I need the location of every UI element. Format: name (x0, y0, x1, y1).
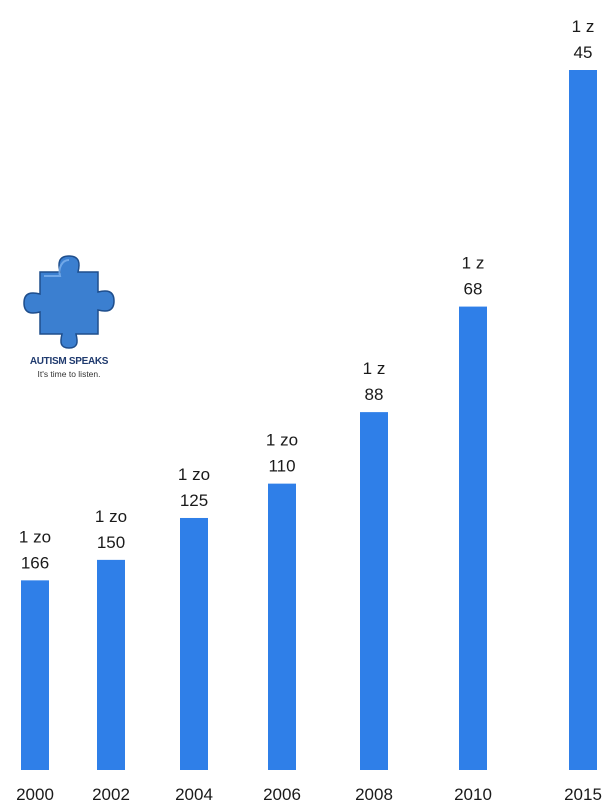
data-label-value: 125 (180, 491, 208, 510)
bar-2000 (21, 580, 49, 770)
data-label-ratio: 1 z (363, 359, 386, 378)
data-label-ratio: 1 zo (95, 507, 127, 526)
x-tick-label: 2000 (16, 785, 54, 804)
bar-2015 (569, 70, 597, 770)
x-tick-label: 2006 (263, 785, 301, 804)
data-label-ratio: 1 z (462, 254, 485, 273)
data-label-value: 150 (97, 533, 125, 552)
data-label-value: 166 (21, 553, 49, 572)
x-tick-label: 2015 (564, 785, 602, 804)
data-label-value: 68 (464, 280, 483, 299)
bar-2010 (459, 306, 487, 770)
x-tick-label: 2008 (355, 785, 393, 804)
bar-2002 (97, 559, 125, 770)
puzzle-piece-icon (23, 255, 115, 349)
x-tick-label: 2010 (454, 785, 492, 804)
data-label-ratio: 1 zo (19, 527, 51, 546)
data-label-ratio: 1 zo (266, 431, 298, 450)
bar-2004 (180, 517, 208, 770)
bar-2006 (268, 483, 296, 770)
x-tick-label: 2004 (175, 785, 213, 804)
autism-speaks-logo: AUTISM SPEAKS It's time to listen. (14, 250, 124, 390)
logo-tagline: It's time to listen. (37, 369, 101, 379)
data-label-value: 110 (268, 457, 295, 476)
data-label-value: 45 (574, 43, 593, 62)
data-label-ratio: 1 z (572, 17, 595, 36)
x-tick-label: 2002 (92, 785, 130, 804)
data-label-value: 88 (365, 385, 384, 404)
data-label-ratio: 1 zo (178, 465, 210, 484)
bar-2008 (360, 412, 388, 770)
logo-name: AUTISM SPEAKS (29, 356, 109, 367)
